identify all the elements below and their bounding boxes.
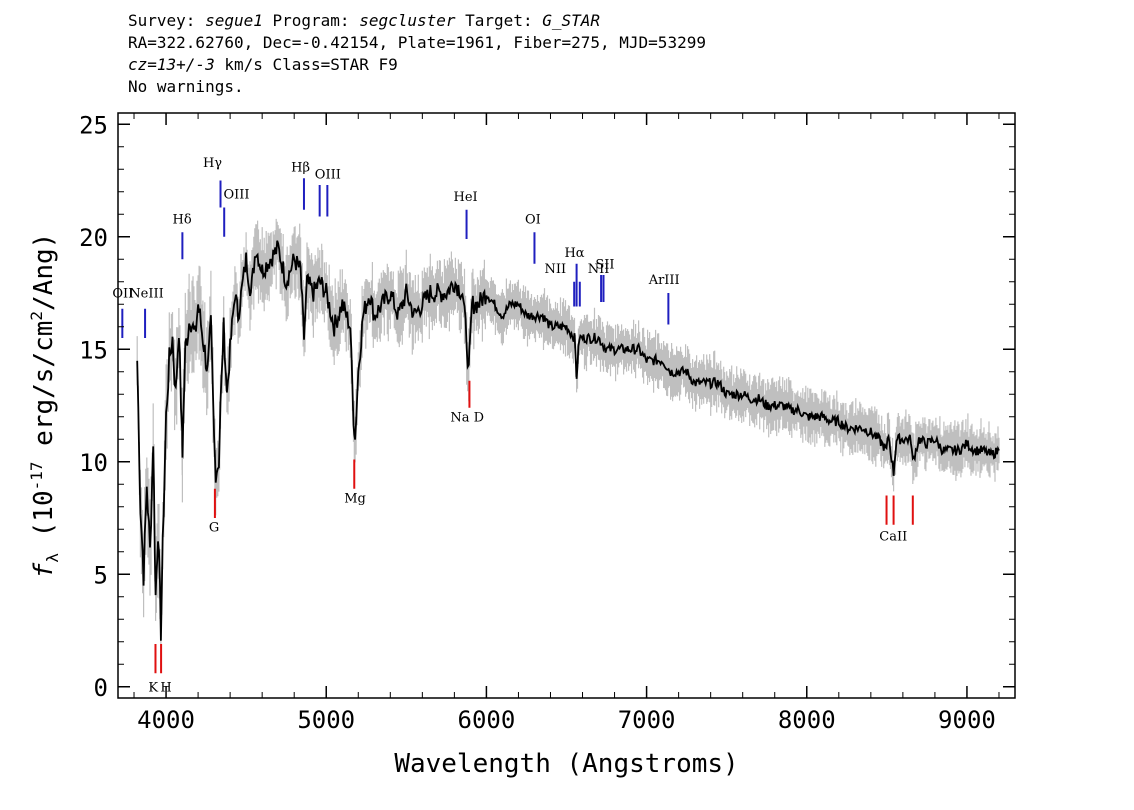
emission-line-label-2: Hδ — [172, 212, 191, 227]
header-seg-5: G_STAR — [542, 11, 601, 30]
emission-line-label-3: Hγ — [203, 156, 222, 171]
header-seg-4: Target: — [455, 11, 543, 30]
emission-line-label-10: NII — [544, 262, 566, 277]
emission-line-label-6: OIII — [315, 167, 341, 182]
y-tick-label-3: 15 — [79, 336, 108, 364]
header-seg-1: segue1 — [205, 11, 263, 30]
x-tick-label-4: 8000 — [778, 706, 836, 734]
y-axis-label: fλ (10-17 erg/s/cm2/Ang) — [27, 233, 62, 579]
x-axis-label: Wavelength (Angstroms) — [394, 749, 738, 779]
absorption-line-label-3: Mg — [344, 491, 366, 506]
spectrum-header: Survey: segue1 Program: segcluster Targe… — [128, 10, 706, 98]
header-seg-0: Survey: — [128, 11, 206, 30]
header-line-warnings: No warnings. — [128, 77, 244, 96]
emission-line-label-11: Hα — [564, 246, 584, 261]
y-tick-label-4: 20 — [79, 224, 108, 252]
absorption-line-label-0: K — [148, 680, 158, 695]
header-class-seg-1: km/s Class=STAR F9 — [214, 55, 398, 74]
error-band — [136, 218, 1000, 673]
emission-line-label-15: ArIII — [648, 273, 680, 288]
y-label-exp2: 2 — [27, 311, 46, 321]
emission-line-label-9: OI — [525, 212, 541, 227]
y-label-units: erg/s/cm — [29, 321, 59, 462]
y-label-exp: -17 — [27, 461, 46, 490]
emission-line-label-8: HeI — [454, 190, 478, 205]
emission-line-label-13: SII — [595, 257, 614, 272]
x-tick-label-5: 9000 — [938, 706, 996, 734]
emission-line-label-4: OIII — [223, 188, 249, 203]
y-tick-label-1: 5 — [94, 561, 108, 589]
emission-line-label-5: Hβ — [291, 161, 310, 176]
y-tick-label-0: 0 — [94, 674, 108, 702]
x-tick-label-0: 4000 — [137, 706, 195, 734]
header-line-survey: Survey: segue1 Program: segcluster Targe… — [128, 10, 706, 32]
y-label-sub: λ — [43, 553, 62, 563]
absorption-line-label-4: Na D — [450, 410, 484, 425]
x-tick-label-1: 5000 — [297, 706, 355, 734]
header-seg-2: Program: — [262, 11, 360, 30]
spectrum-series — [136, 240, 1000, 641]
absorption-line-label-2: G — [209, 521, 219, 536]
header-seg-3: segcluster — [359, 11, 456, 30]
emission-line-label-12: NII — [588, 262, 610, 277]
y-tick-label-5: 25 — [79, 111, 108, 139]
header-class-seg-0: cz=13+/-3 — [128, 55, 215, 74]
error-band-path — [136, 218, 1000, 673]
y-label-rest: (10 — [29, 490, 59, 553]
spectrum-line — [136, 240, 1000, 641]
x-tick-label-2: 6000 — [458, 706, 516, 734]
header-line-class: cz=13+/-3 km/s Class=STAR F9 — [128, 54, 706, 76]
absorption-line-label-5: CaII — [879, 530, 907, 545]
y-tick-label-2: 10 — [79, 449, 108, 477]
y-label-f: f — [29, 562, 59, 578]
emission-line-label-1: NeIII — [129, 287, 163, 302]
header-line-coords: RA=322.62760, Dec=-0.42154, Plate=1961, … — [128, 33, 706, 52]
plot-frame — [117, 112, 1016, 699]
y-label-end: /Ang) — [29, 233, 59, 311]
x-tick-label-3: 7000 — [618, 706, 676, 734]
axis-ticks: 4000 5000 6000 7000 8000 9000 0 5 10 15 20 25 — [79, 111, 1015, 734]
